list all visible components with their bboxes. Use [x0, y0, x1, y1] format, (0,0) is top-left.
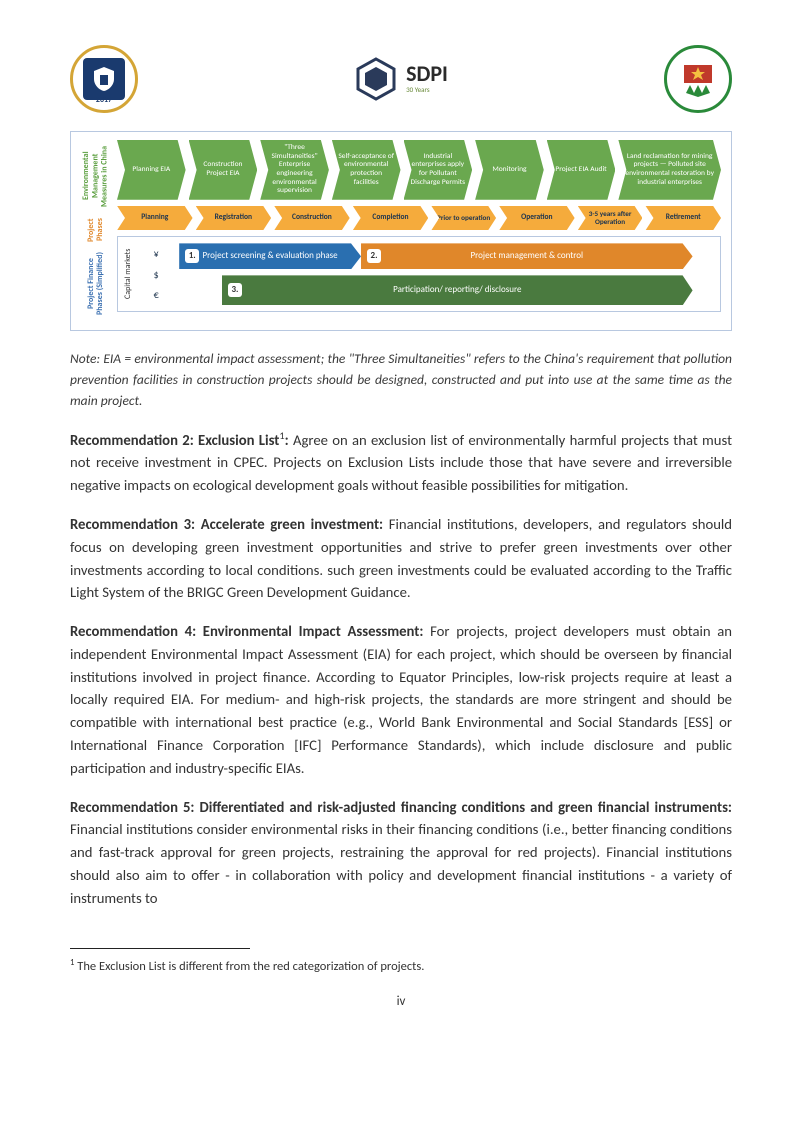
logo-right	[664, 45, 732, 113]
process-diagram: Environmental Management Measures in Chi…	[70, 131, 732, 331]
env-step: Self-acceptance of environmental protect…	[332, 140, 401, 200]
phase-step: Prior to operation	[431, 206, 496, 231]
bar-label: Participation/ reporting/ disclosure	[393, 285, 521, 295]
currency-col: ¥ $ €	[141, 243, 171, 305]
currency-symbol: €	[154, 289, 159, 301]
bar-label: Project screening & evaluation phase	[203, 251, 338, 261]
page-number: iv	[70, 992, 732, 1012]
env-step: Planning EIA	[117, 140, 186, 200]
rec3-lead: Recommendation 3: Accelerate green inves…	[70, 515, 389, 533]
footnote-rule	[70, 948, 250, 949]
env-step: "Three Simultaneities" Enterprise engine…	[260, 140, 329, 200]
logo-left-year: 2017	[96, 94, 112, 106]
flag-star-icon	[678, 59, 718, 99]
header-logos: 2017 SDPI 30 Years	[70, 45, 732, 113]
phase-step: Construction	[274, 206, 350, 231]
rec4-lead: Recommendation 4: Environmental Impact A…	[70, 622, 430, 640]
recommendation-4: Recommendation 4: Environmental Impact A…	[70, 620, 732, 779]
diagram-side-labels: Environmental Management Measures in Chi…	[81, 140, 111, 320]
rec5-lead: Recommendation 5: Differentiated and ris…	[70, 798, 732, 816]
currency-symbol: $	[154, 269, 159, 281]
env-step: Monitoring	[475, 140, 544, 200]
rec4-body: For projects, project developers must ob…	[70, 622, 732, 777]
recommendation-3: Recommendation 3: Accelerate green inves…	[70, 513, 732, 604]
finance-bar-1: 1. Project screening & evaluation phase	[179, 243, 361, 269]
currency-symbol: ¥	[154, 248, 159, 260]
bar-number: 2.	[367, 249, 381, 263]
bar-label: Project management & control	[471, 251, 584, 261]
diagram-note: Note: EIA = environmental impact assessm…	[70, 349, 732, 412]
finance-bar-2: 2. Project management & control	[361, 243, 693, 269]
phase-step: Registration	[196, 206, 272, 231]
bar-number: 1.	[185, 249, 199, 263]
rec5-body: Financial institutions consider environm…	[70, 820, 732, 906]
bar-number: 3.	[228, 283, 242, 297]
diagram-row-phases: Planning Registration Construction Compl…	[117, 206, 721, 231]
phase-step: Operation	[499, 206, 575, 231]
env-step: Construction Project EIA	[189, 140, 258, 200]
phase-step: Planning	[117, 206, 193, 231]
hex-icon	[354, 57, 398, 101]
page: 2017 SDPI 30 Years E	[0, 0, 802, 1052]
logo-center-text: SDPI 30 Years	[406, 63, 448, 96]
finance-bar-3: 3. Participation/ reporting/ disclosure	[222, 275, 693, 305]
capital-markets-label: Capital markets	[124, 243, 133, 305]
recommendation-5: Recommendation 5: Differentiated and ris…	[70, 796, 732, 910]
phase-step: 3-5 years after Operation	[578, 206, 643, 231]
finance-bars: 1. Project screening & evaluation phase …	[179, 243, 714, 305]
footnote-text: The Exclusion List is different from the…	[74, 959, 424, 974]
label-env: Environmental Management Measures in Chi…	[81, 140, 111, 212]
logo-center-main: SDPI	[406, 63, 448, 85]
recommendation-2: Recommendation 2: Exclusion List1: Agree…	[70, 428, 732, 497]
env-step: Industrial enterprises apply for Polluta…	[404, 140, 473, 200]
footnote-1: 1 The Exclusion List is different from t…	[70, 957, 732, 977]
env-step: Land reclamation for mining projects — P…	[618, 140, 721, 200]
diagram-row-env: Planning EIA Construction Project EIA "T…	[117, 140, 721, 200]
rec2-lead: Recommendation 2: Exclusion List	[70, 431, 279, 449]
phase-step: Completion	[353, 206, 429, 231]
phase-step: Retirement	[645, 206, 721, 231]
label-phases: Project Phases	[81, 218, 111, 242]
label-finance: Project Finance Phases (Simplified)	[81, 248, 111, 320]
logo-left: 2017	[70, 45, 138, 113]
diagram-row-finance: Capital markets ¥ $ € 1. Project screeni…	[117, 236, 721, 312]
rec2-colon: :	[285, 431, 293, 449]
logo-center: SDPI 30 Years	[354, 57, 448, 101]
env-step: Project EIA Audit	[547, 140, 616, 200]
